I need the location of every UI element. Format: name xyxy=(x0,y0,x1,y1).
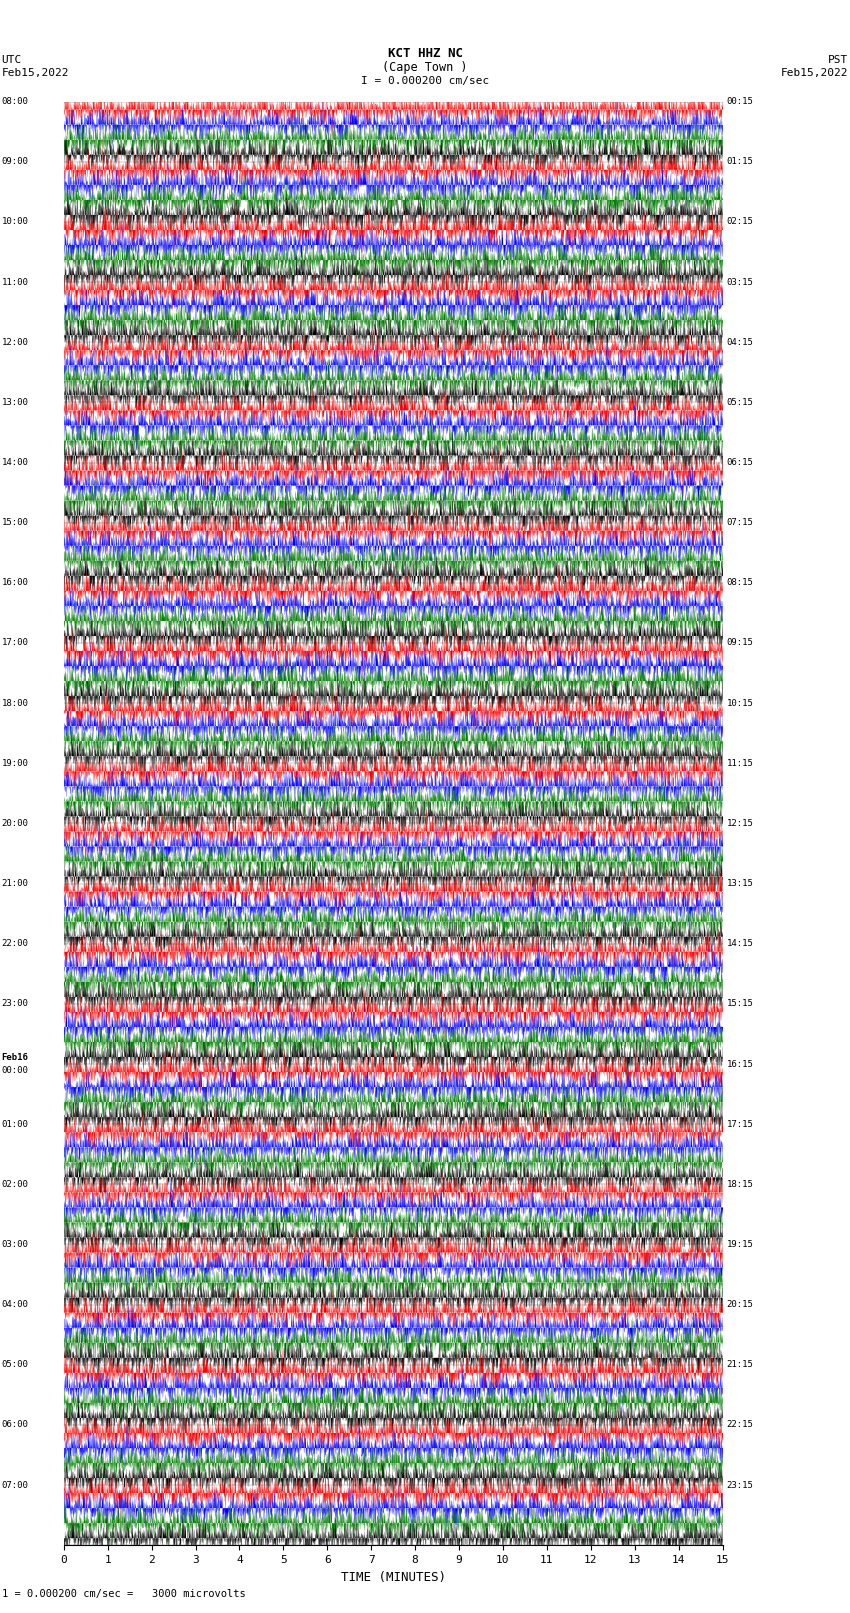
Text: 14:15: 14:15 xyxy=(727,939,754,948)
Text: 03:15: 03:15 xyxy=(727,277,754,287)
Text: Feb16: Feb16 xyxy=(2,1053,29,1061)
Text: UTC: UTC xyxy=(2,55,22,65)
Text: 13:00: 13:00 xyxy=(2,398,29,406)
X-axis label: TIME (MINUTES): TIME (MINUTES) xyxy=(341,1571,445,1584)
Text: 1 = 0.000200 cm/sec =   3000 microvolts: 1 = 0.000200 cm/sec = 3000 microvolts xyxy=(2,1589,246,1598)
Text: 23:00: 23:00 xyxy=(2,1000,29,1008)
Text: 04:00: 04:00 xyxy=(2,1300,29,1310)
Text: 03:00: 03:00 xyxy=(2,1240,29,1248)
Text: Feb15,2022: Feb15,2022 xyxy=(2,68,69,77)
Text: 07:15: 07:15 xyxy=(727,518,754,527)
Text: 02:00: 02:00 xyxy=(2,1179,29,1189)
Text: 15:15: 15:15 xyxy=(727,1000,754,1008)
Text: 23:15: 23:15 xyxy=(727,1481,754,1489)
Text: 10:00: 10:00 xyxy=(2,218,29,226)
Text: 11:15: 11:15 xyxy=(727,758,754,768)
Text: 13:15: 13:15 xyxy=(727,879,754,889)
Text: 19:15: 19:15 xyxy=(727,1240,754,1248)
Text: (Cape Town ): (Cape Town ) xyxy=(382,61,468,74)
Text: 08:00: 08:00 xyxy=(2,97,29,106)
Text: 05:00: 05:00 xyxy=(2,1360,29,1369)
Text: 02:15: 02:15 xyxy=(727,218,754,226)
Text: Feb15,2022: Feb15,2022 xyxy=(781,68,848,77)
Text: 15:00: 15:00 xyxy=(2,518,29,527)
Text: 10:15: 10:15 xyxy=(727,698,754,708)
Text: 01:00: 01:00 xyxy=(2,1119,29,1129)
Text: 01:15: 01:15 xyxy=(727,158,754,166)
Text: 04:15: 04:15 xyxy=(727,337,754,347)
Text: 09:00: 09:00 xyxy=(2,158,29,166)
Text: 16:00: 16:00 xyxy=(2,579,29,587)
Text: 17:15: 17:15 xyxy=(727,1119,754,1129)
Text: 22:15: 22:15 xyxy=(727,1421,754,1429)
Text: 22:00: 22:00 xyxy=(2,939,29,948)
Text: 20:15: 20:15 xyxy=(727,1300,754,1310)
Text: 07:00: 07:00 xyxy=(2,1481,29,1489)
Text: 09:15: 09:15 xyxy=(727,639,754,647)
Text: 17:00: 17:00 xyxy=(2,639,29,647)
Text: 00:15: 00:15 xyxy=(727,97,754,106)
Text: 21:15: 21:15 xyxy=(727,1360,754,1369)
Text: 16:15: 16:15 xyxy=(727,1060,754,1068)
Text: 00:00: 00:00 xyxy=(2,1066,29,1074)
Text: 05:15: 05:15 xyxy=(727,398,754,406)
Text: 06:15: 06:15 xyxy=(727,458,754,468)
Text: I = 0.000200 cm/sec: I = 0.000200 cm/sec xyxy=(361,76,489,85)
Text: 11:00: 11:00 xyxy=(2,277,29,287)
Text: 06:00: 06:00 xyxy=(2,1421,29,1429)
Text: 18:15: 18:15 xyxy=(727,1179,754,1189)
Text: 08:15: 08:15 xyxy=(727,579,754,587)
Text: 19:00: 19:00 xyxy=(2,758,29,768)
Text: 14:00: 14:00 xyxy=(2,458,29,468)
Text: 12:00: 12:00 xyxy=(2,337,29,347)
Text: PST: PST xyxy=(828,55,848,65)
Text: KCT HHZ NC: KCT HHZ NC xyxy=(388,47,462,60)
Text: 20:00: 20:00 xyxy=(2,819,29,827)
Text: 12:15: 12:15 xyxy=(727,819,754,827)
Text: 21:00: 21:00 xyxy=(2,879,29,889)
Text: 18:00: 18:00 xyxy=(2,698,29,708)
